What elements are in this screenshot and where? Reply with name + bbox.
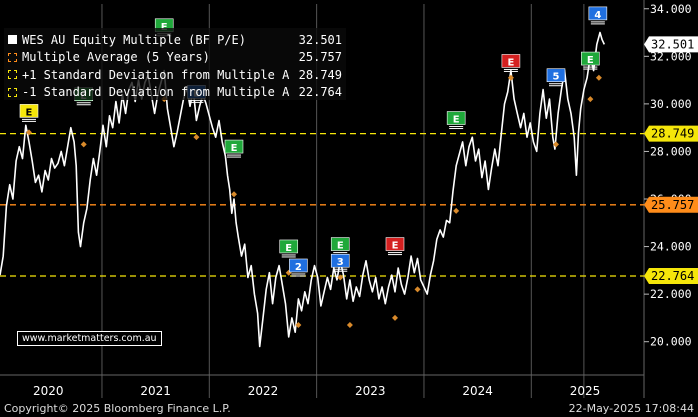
event-flag-box xyxy=(19,104,39,118)
legend-label-plus-sd: +1 Standard Deviation from Multiple Aver… xyxy=(22,67,290,82)
event-flag: 2 xyxy=(289,258,308,277)
legend-swatch-plus-sd xyxy=(8,70,17,80)
event-flag: 3 xyxy=(330,253,350,272)
legend-label-series: WES AU Equity Multiple (BF P/E) xyxy=(22,32,246,47)
diamond-marker xyxy=(346,322,353,329)
event-flag: E xyxy=(581,51,600,70)
y-tick-label: 30.000 xyxy=(650,97,692,111)
legend-swatch-average xyxy=(8,52,17,62)
event-flag-box xyxy=(279,239,299,254)
event-flag: E xyxy=(446,111,466,130)
event-flag-label: E xyxy=(285,243,292,254)
price-tag-plus-sd-bg xyxy=(644,125,698,142)
event-flag: E xyxy=(501,54,521,72)
event-flag-box xyxy=(501,54,521,68)
price-tag-average: 25.757 xyxy=(651,198,694,212)
event-flag-label: 4 xyxy=(594,10,601,21)
legend-value-plus-sd: 28.749 xyxy=(298,67,342,82)
legend-entry-minus-sd: -1 Standard Deviation from Multiple Aver… xyxy=(8,84,342,102)
legend-swatch-minus-sd xyxy=(8,87,17,97)
event-flag-box xyxy=(446,111,466,125)
event-flag-label: E xyxy=(587,55,594,66)
diamond-marker xyxy=(337,274,344,281)
event-flag: 4 xyxy=(588,6,608,25)
x-tick-label: 2020 xyxy=(33,384,64,398)
event-flag-label: E xyxy=(507,57,514,68)
event-flag-label: 2 xyxy=(295,262,302,273)
event-flag: E xyxy=(279,239,299,258)
copyright-text: Copyright© 2025 Bloomberg Finance L.P. xyxy=(4,402,231,415)
diamond-marker xyxy=(230,191,237,198)
y-tick-label: 20.000 xyxy=(650,335,692,349)
event-flag: E xyxy=(19,104,39,122)
x-tick-label: 2022 xyxy=(248,384,279,398)
event-flag-label: 3 xyxy=(337,257,344,268)
x-tick-label: 2021 xyxy=(140,384,171,398)
event-flag-label: E xyxy=(337,241,344,252)
event-flag-label: E xyxy=(392,241,399,252)
y-tick-label: 28.000 xyxy=(650,144,692,158)
event-flag-label: E xyxy=(26,107,33,118)
event-flag-box xyxy=(289,258,308,273)
price-tag-last-bg xyxy=(644,36,698,53)
event-flag-box xyxy=(581,51,600,66)
event-flag-label: E xyxy=(231,143,238,154)
diamond-marker xyxy=(595,74,602,81)
event-flag-box xyxy=(330,237,350,251)
event-flag: E xyxy=(330,237,350,256)
diamond-marker xyxy=(25,129,32,136)
chart-legend: WES AU Equity Multiple (BF P/E) 32.501 M… xyxy=(4,28,346,100)
event-flag-label: 5 xyxy=(553,72,560,83)
diamond-marker xyxy=(391,314,398,321)
event-flag: E xyxy=(385,237,405,256)
diamond-marker xyxy=(80,141,87,148)
event-flag-box xyxy=(330,253,350,268)
event-flag: 5 xyxy=(546,68,566,87)
price-tag-last: 32.501 xyxy=(651,37,694,51)
diamond-marker xyxy=(453,207,460,214)
event-flag-label: E xyxy=(453,115,460,126)
event-flag-label: E xyxy=(161,22,168,33)
legend-entry-series: WES AU Equity Multiple (BF P/E) 32.501 xyxy=(8,31,342,49)
diamond-marker xyxy=(587,96,594,103)
diamond-marker xyxy=(295,322,302,329)
diamond-marker xyxy=(193,134,200,141)
diamond-marker xyxy=(414,286,421,293)
y-tick-label: 34.000 xyxy=(650,2,692,16)
diamond-marker xyxy=(507,74,514,81)
price-tag-minus-sd-bg xyxy=(644,267,698,284)
legend-entry-plus-sd: +1 Standard Deviation from Multiple Aver… xyxy=(8,66,342,84)
watermark-link: www.marketmatters.com.au xyxy=(17,331,162,346)
timestamp-text: 22-May-2025 17:08:44 xyxy=(568,402,694,415)
legend-label-average: Multiple Average (5 Years) xyxy=(22,50,210,65)
price-tag-plus-sd: 28.749 xyxy=(651,127,694,141)
y-tick-label: 22.000 xyxy=(650,287,692,301)
price-tag-average-bg xyxy=(644,196,698,213)
price-tag-minus-sd: 22.764 xyxy=(651,269,694,283)
y-tick-label: 24.000 xyxy=(650,240,692,254)
y-tick-label: 32.000 xyxy=(650,49,692,63)
x-tick-label: 2023 xyxy=(355,384,386,398)
legend-value-minus-sd: 22.764 xyxy=(298,85,342,100)
diamond-marker xyxy=(552,141,559,148)
x-tick-label: 2025 xyxy=(570,384,601,398)
x-tick-label: 2024 xyxy=(462,384,493,398)
event-flag-box xyxy=(224,139,244,154)
event-flag-box xyxy=(385,237,405,251)
event-flag: E xyxy=(224,139,244,158)
legend-entry-average: Multiple Average (5 Years) 25.757 xyxy=(8,49,342,67)
series-line xyxy=(0,31,606,348)
legend-value-series: 32.501 xyxy=(298,32,342,47)
legend-value-average: 25.757 xyxy=(298,50,342,65)
legend-label-minus-sd: -1 Standard Deviation from Multiple Aver… xyxy=(22,85,290,100)
event-flag-box xyxy=(588,6,608,21)
event-flag-box xyxy=(546,68,566,83)
legend-swatch-series xyxy=(8,35,17,45)
